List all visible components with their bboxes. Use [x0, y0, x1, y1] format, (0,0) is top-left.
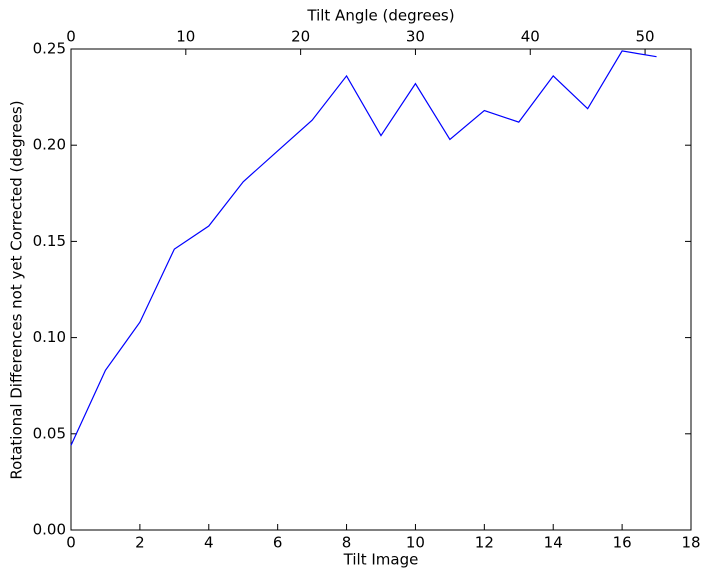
x-tick-label: 10 — [406, 534, 425, 552]
x2-tick-label: 10 — [176, 28, 195, 46]
x2-axis-label: Tilt Angle (degrees) — [306, 7, 454, 25]
x-tick-label: 2 — [135, 534, 145, 552]
plot-frame — [70, 48, 692, 531]
y-axis-label: Rotational Differences not yet Corrected… — [8, 100, 26, 479]
x-tick-label: 16 — [613, 534, 632, 552]
x-tick-label: 14 — [544, 534, 563, 552]
x-tick-label: 18 — [681, 534, 700, 552]
x2-tick-label: 30 — [406, 28, 425, 46]
x-axis-label: Tilt Image — [343, 551, 419, 569]
x2-tick-label: 20 — [291, 28, 310, 46]
x2-tick-label: 40 — [521, 28, 540, 46]
y-tick-label: 0.05 — [33, 424, 66, 442]
y-tick-label: 0.15 — [33, 232, 66, 250]
x2-tick-label: 50 — [636, 28, 655, 46]
y-tick-label: 0.20 — [33, 136, 66, 154]
x-tick-label: 8 — [342, 534, 352, 552]
y-tick-label: 0.10 — [33, 328, 66, 346]
data-line — [70, 50, 657, 446]
y-tick-label: 0.25 — [33, 40, 66, 58]
x2-tick-label: 0 — [66, 28, 76, 46]
y-tick-label: 0.00 — [33, 521, 66, 539]
x-tick-label: 12 — [475, 534, 494, 552]
x-tick-label: 0 — [66, 534, 76, 552]
x-tick-label: 4 — [204, 534, 214, 552]
x-tick-label: 6 — [273, 534, 283, 552]
